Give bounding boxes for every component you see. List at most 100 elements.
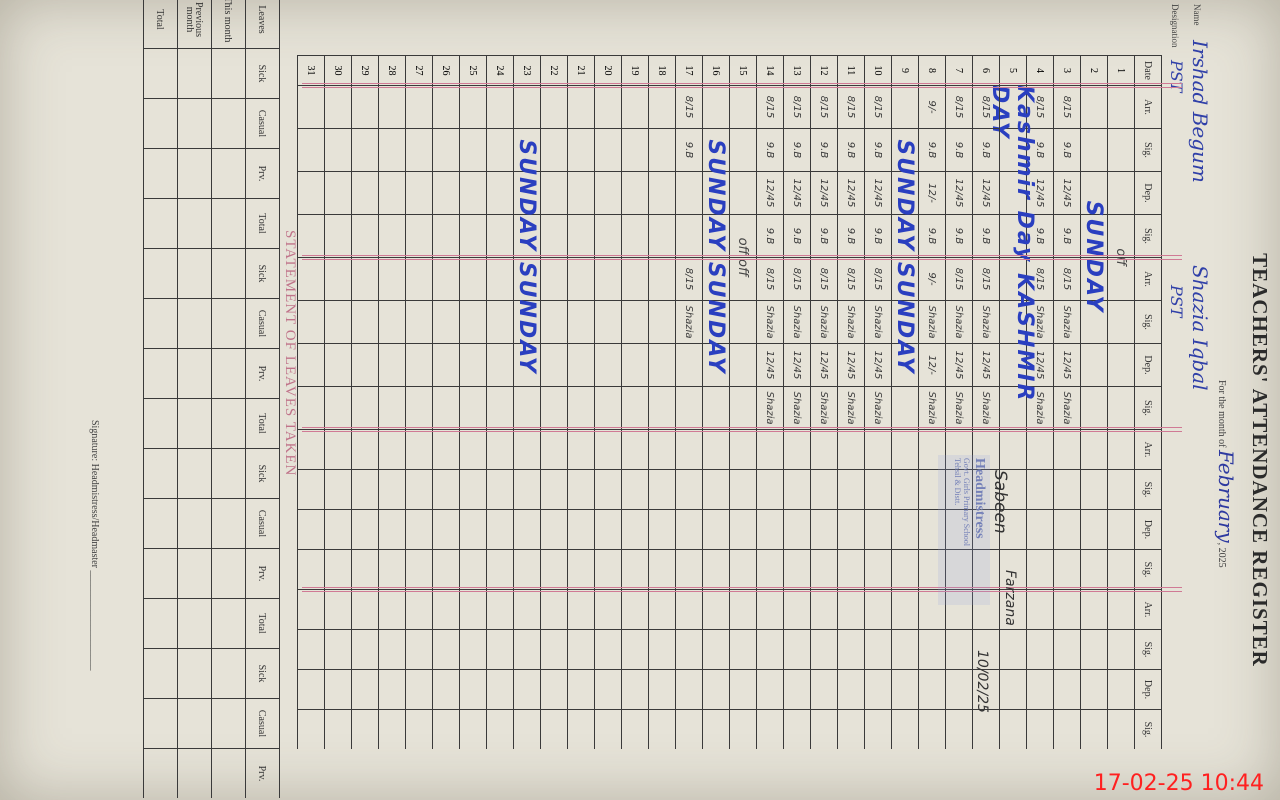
cell [1053,629,1080,669]
date-cell: 14 [756,55,783,85]
entry-cell: 8/15 [756,85,783,128]
cell [729,629,756,669]
cell [459,85,486,128]
cell [459,629,486,669]
cell [1107,549,1134,589]
cell [486,469,513,509]
leaves-row-label: Previous month [177,0,211,48]
entry-cell: 12/45 [864,343,891,386]
leaves-cell [177,448,211,498]
entry-cell: 12/45 [837,343,864,386]
cell [621,386,648,429]
date-cell: 10 [864,55,891,85]
cell [729,509,756,549]
cell [891,669,918,709]
cell [837,429,864,469]
date-cell: 5 [999,55,1026,85]
leaves-cell [143,648,177,698]
cell [945,629,972,669]
attendance-row: 18 [648,55,676,749]
entry-cell: 9.B [918,214,945,257]
cell [297,343,324,386]
attendance-row: 16 SUNDAY SUNDAY [702,55,730,749]
cell [648,669,675,709]
cell [594,509,621,549]
cell [864,509,891,549]
cell [297,85,324,128]
entry-cell: 8/15 [1053,85,1080,128]
cell [621,429,648,469]
cell [810,549,837,589]
cell [351,300,378,343]
cell [513,429,540,469]
cell [1107,429,1134,469]
date-cell: 23 [513,55,540,85]
attendance-row: 30 [324,55,352,749]
cell [756,469,783,509]
month-value: February [1214,450,1238,543]
leaves-cell [143,698,177,748]
date-cell: 7 [945,55,972,85]
photo-timestamp: 17-02-25 10:44 [1093,771,1264,796]
cell [486,85,513,128]
cell [486,386,513,429]
pink-rule [302,427,1182,432]
cell [999,709,1026,749]
cell [837,629,864,669]
entry-cell: Shazia [1053,386,1080,429]
entry-cell: 12/45 [1053,343,1080,386]
attendance-row: 7 8/15 9.B 12/45 9.B 8/15 Shazia 12/45 Shazia [945,55,973,749]
leaves-row: Leaves Sick Casual Prv. Total Sick Casual Prv. T… [245,0,280,798]
entry-cell: 12/45 [972,171,999,214]
cell [351,343,378,386]
cell [837,669,864,709]
cell [810,429,837,469]
cell [783,509,810,549]
attendance-row: 12 8/15 9.B 12/45 9.B 8/15 Shazia 12/45 Shazia [810,55,838,749]
cell [513,589,540,629]
cell [540,469,567,509]
entry-cell: 9.B [864,214,891,257]
cell [432,214,459,257]
cell [513,629,540,669]
date-cell: 2 [1080,55,1107,85]
entry-cell: Shazia [783,386,810,429]
cell [540,709,567,749]
head-signature: Sabeen [990,470,1010,534]
attendance-row: 14 8/15 9.B 12/45 9.B 8/15 Shazia 12/45 Shazia [756,55,784,749]
cell [513,469,540,509]
column-header: Arr. [1134,85,1161,128]
cell [567,171,594,214]
cell [405,509,432,549]
entry-cell: 8/15 [810,257,837,300]
cell [918,669,945,709]
cell [1053,549,1080,589]
attendance-row: 31 [297,55,325,749]
cell [621,171,648,214]
cell [999,629,1026,669]
leaves-cell [177,648,211,698]
leaves-row: Total [143,0,178,798]
cell [459,509,486,549]
leaves-column-header: Prv. [245,348,279,398]
leaves-column-header: Total [245,398,279,448]
leaves-cell [177,298,211,348]
cell [810,709,837,749]
signature-line: Signature: Headmistress/Headmaster _____… [89,420,100,671]
cell [702,429,729,469]
date-cell: 20 [594,55,621,85]
cell [432,509,459,549]
attendance-row: 27 [405,55,433,749]
leaves-column-header: Casual [245,498,279,548]
leaves-column-header: Sick [245,648,279,698]
leaves-cell [211,448,245,498]
entry-cell: 9.B [783,128,810,171]
entry-cell: 9.B [675,128,702,171]
teacher-1-name: Irshad Begum [1188,40,1212,183]
entry-cell: 8/15 [783,257,810,300]
cell [432,128,459,171]
cell [594,669,621,709]
cell [702,549,729,589]
date-cell: 3 [1053,55,1080,85]
leaves-cell [143,598,177,648]
